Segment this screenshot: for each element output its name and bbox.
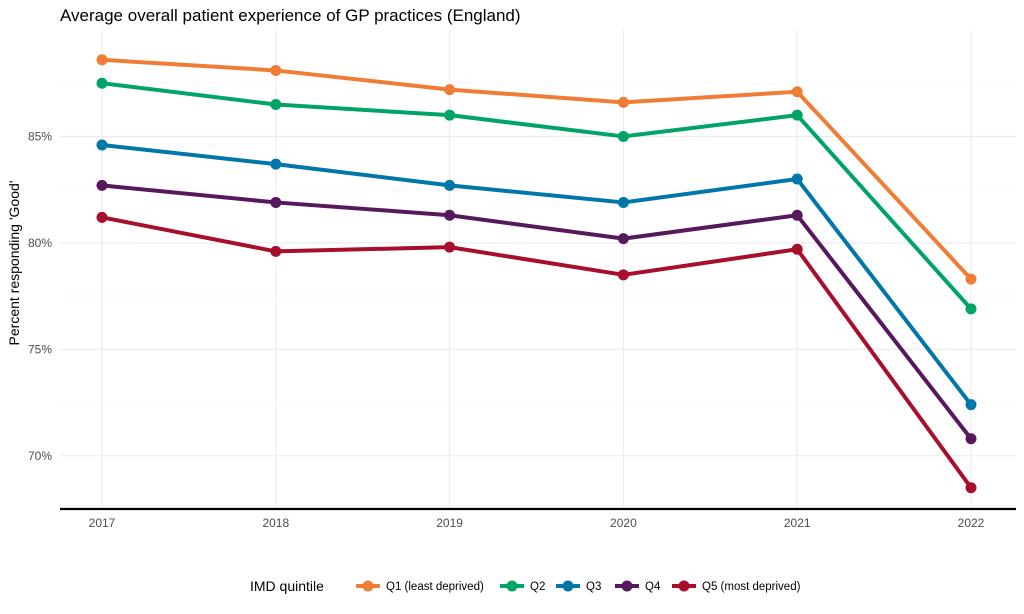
data-point (270, 196, 282, 208)
legend-item: Q3 (556, 580, 601, 593)
x-tick-label: 2020 (610, 516, 637, 530)
x-tick-label: 2021 (784, 516, 811, 530)
legend-item: Q2 (500, 580, 545, 593)
data-point (96, 211, 108, 223)
legend: IMD quintile Q1 (least deprived) Q2 Q3 Q4 Q5… (250, 578, 801, 594)
series-q4 (96, 179, 977, 445)
y-tick-label: 75% (28, 342, 52, 356)
data-point (444, 109, 456, 121)
data-point (791, 243, 803, 255)
x-tick-label: 2017 (89, 516, 116, 530)
axes: 70% 75% 80% 85% 2017 2018 2019 2020 2021 2022 (28, 129, 1016, 530)
series-q5 (96, 211, 977, 494)
legend-label: Q5 (most deprived) (702, 581, 801, 593)
legend-key-point (678, 580, 690, 592)
legend-label: Q3 (586, 581, 601, 593)
data-point (270, 99, 282, 111)
y-tick-label: 85% (28, 129, 52, 143)
data-point (617, 96, 629, 108)
series-q3 (96, 139, 977, 411)
data-point (617, 233, 629, 245)
series-layer (96, 54, 977, 494)
series-line (100, 215, 973, 490)
data-point (965, 303, 977, 315)
data-point (270, 64, 282, 76)
data-point (617, 130, 629, 142)
series-line (100, 183, 973, 441)
data-point (965, 273, 977, 285)
data-point (444, 84, 456, 96)
data-point (96, 139, 108, 151)
data-point (270, 245, 282, 257)
series-line (100, 142, 973, 407)
data-point (444, 209, 456, 221)
y-axis-label: Percent responding 'Good' (6, 181, 22, 346)
legend-label: Q4 (645, 581, 661, 593)
legend-key-point (506, 580, 518, 592)
chart-title: Average overall patient experience of GP… (60, 6, 521, 25)
legend-item: Q1 (least deprived) (356, 580, 484, 593)
series-q2 (96, 77, 977, 315)
legend-item: Q5 (most deprived) (672, 580, 801, 593)
data-point (617, 196, 629, 208)
legend-key-point (362, 580, 374, 592)
data-point (791, 173, 803, 185)
x-tick-label: 2018 (262, 516, 289, 530)
data-point (96, 77, 108, 89)
series-q1 (96, 54, 977, 285)
data-point (96, 179, 108, 191)
legend-key-point (621, 580, 633, 592)
data-point (791, 86, 803, 98)
data-point (791, 209, 803, 221)
data-point (444, 179, 456, 191)
data-point (270, 158, 282, 170)
series-line (100, 57, 973, 282)
legend-label: Q2 (530, 581, 545, 593)
x-tick-label: 2022 (958, 516, 985, 530)
data-point (965, 433, 977, 445)
data-point (96, 54, 108, 66)
series-line (100, 81, 973, 311)
legend-item: Q4 (615, 580, 661, 593)
data-point (617, 269, 629, 281)
data-point (791, 109, 803, 121)
data-point (965, 399, 977, 411)
data-point (444, 241, 456, 253)
legend-key-point (562, 580, 574, 592)
gridlines (60, 30, 1016, 510)
y-tick-label: 70% (28, 449, 52, 463)
x-tick-label: 2019 (436, 516, 463, 530)
legend-title: IMD quintile (250, 578, 324, 594)
y-tick-label: 80% (28, 236, 52, 250)
legend-label: Q1 (least deprived) (386, 581, 484, 593)
data-point (965, 482, 977, 494)
